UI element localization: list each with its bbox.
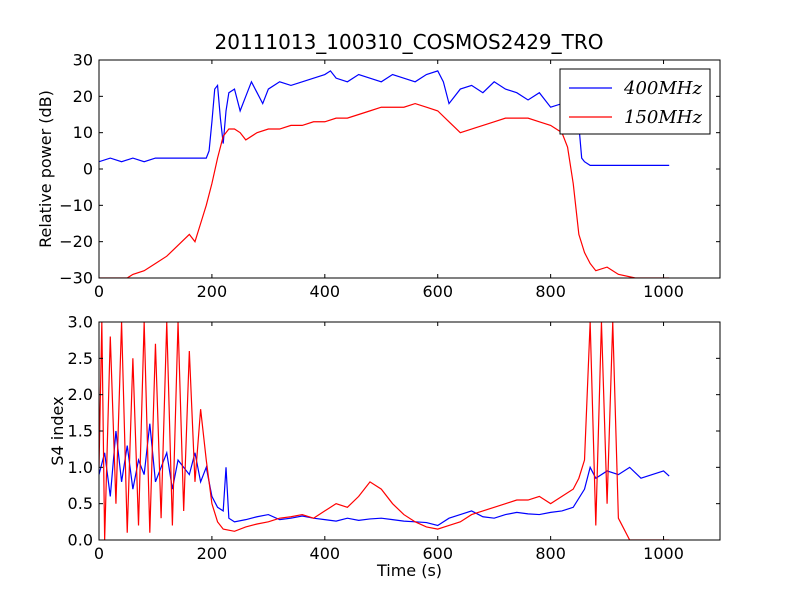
- y-tick-label: 0: [83, 160, 93, 179]
- y-tick-label: −10: [59, 196, 93, 215]
- x-axis-label: Time (s): [376, 561, 442, 580]
- x-tick-label: 400: [310, 544, 341, 563]
- x-tick-label: 200: [197, 282, 228, 301]
- series-line-400mhz: [99, 423, 670, 527]
- series-line-150mhz: [99, 322, 670, 540]
- legend-label: 400MHz: [623, 78, 702, 99]
- y-tick-label: 2.0: [68, 385, 93, 404]
- y-tick-label: 20: [73, 87, 93, 106]
- y-tick-label: 30: [73, 51, 93, 70]
- series-line-400mhz: [99, 70, 670, 166]
- x-tick-label: 800: [535, 282, 566, 301]
- x-tick-label: 0: [94, 282, 104, 301]
- y-tick-label: 1.5: [68, 422, 93, 441]
- x-tick-label: 600: [422, 544, 453, 563]
- y-tick-label: 1.0: [68, 458, 93, 477]
- x-tick-label: 800: [535, 544, 566, 563]
- x-tick-label: 600: [422, 282, 453, 301]
- x-tick-label: 1000: [643, 282, 684, 301]
- s4-panel: 0 200 400 600 800 1000 0.0 0.5 1.0 1.5 2.0 2.5 3.0 S4…: [48, 313, 721, 580]
- series-line-150mhz: [99, 102, 670, 278]
- legend-label: 150MHz: [624, 107, 702, 128]
- y-tick-label: −30: [59, 269, 93, 288]
- x-tick-label: 200: [197, 544, 228, 563]
- y-tick-label: 3.0: [68, 313, 93, 332]
- y-tick-label: 2.5: [68, 349, 93, 368]
- power-panel: 0 200 400 600 800 1000 −30 −20 −10 0 10 20 30 Relativ…: [36, 51, 721, 301]
- y-tick-label: 0.0: [68, 531, 93, 550]
- x-tick-label: 0: [94, 544, 104, 563]
- y-axis-label: Relative power (dB): [36, 90, 55, 248]
- y-tick-label: 0.5: [68, 494, 93, 513]
- y-axis-label: S4 index: [48, 396, 67, 465]
- x-tick-label: 1000: [643, 544, 684, 563]
- legend-box: [559, 68, 711, 135]
- y-tick-label: −20: [59, 232, 93, 251]
- chart-title: 20111013_100310_COSMOS2429_TRO: [215, 30, 604, 54]
- x-tick-label: 400: [310, 282, 341, 301]
- legend: 400MHz 150MHz: [559, 68, 711, 135]
- y-tick-label: 10: [73, 123, 93, 142]
